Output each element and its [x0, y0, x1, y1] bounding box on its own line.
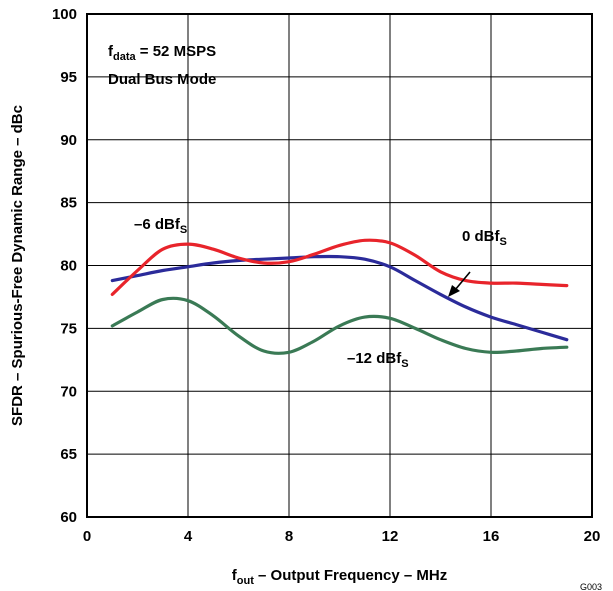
- x-tick-label: 0: [83, 528, 91, 545]
- x-tick-label: 4: [184, 528, 193, 545]
- y-tick-label: 75: [60, 320, 77, 337]
- mode-annotation: Dual Bus Mode: [108, 71, 216, 88]
- plot-frame: [86, 13, 593, 518]
- figure-code: G003: [580, 582, 602, 591]
- x-tick-label: 8: [285, 528, 293, 545]
- y-tick-label: 85: [60, 195, 77, 212]
- y-axis-title: SFDR – Spurious-Free Dynamic Range – dBc: [9, 105, 26, 426]
- y-tick-label: 95: [60, 69, 77, 86]
- condition-annotation: fdata = 52 MSPS: [108, 43, 216, 63]
- arrow-0dbfs: [448, 271, 471, 297]
- series-line-0dbfs: [110, 254, 569, 342]
- grid-lines: [87, 14, 592, 517]
- y-tick-label: 70: [60, 383, 77, 400]
- y-tick-label: 60: [60, 509, 77, 526]
- series-layer: [110, 238, 569, 355]
- y-tick-label: 100: [52, 6, 77, 23]
- series-line-12dbfs: [110, 296, 569, 355]
- x-tick-label: 12: [382, 528, 399, 545]
- x-tick-label: 16: [483, 528, 500, 545]
- series-label-12dbfs: –12 dBfS: [347, 350, 409, 370]
- y-tick-label: 80: [60, 258, 77, 275]
- tick-labels: 0 4 8 12 16 20 60 65 70 75 80 85 90 95 100: [52, 6, 600, 545]
- series-label-0dbfs: 0 dBfS: [462, 228, 507, 248]
- x-tick-label: 20: [584, 528, 601, 545]
- y-tick-label: 90: [60, 132, 77, 149]
- x-axis-title: fout – Output Frequency – MHz: [232, 567, 447, 587]
- series-line-6dbfs: [110, 238, 569, 296]
- series-label-6dbfs: –6 dBfS: [134, 216, 187, 236]
- y-tick-label: 65: [60, 446, 77, 463]
